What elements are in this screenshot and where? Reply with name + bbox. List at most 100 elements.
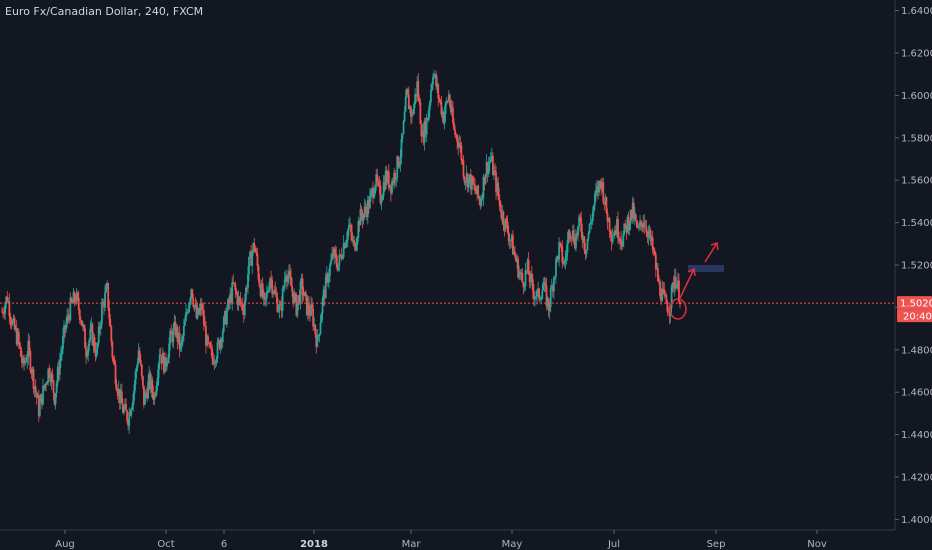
candle-body <box>224 311 227 325</box>
candle-body <box>376 174 379 183</box>
candle-body <box>113 359 116 365</box>
candle-body <box>223 311 226 318</box>
candle-body <box>78 309 81 320</box>
candle-body <box>216 342 219 359</box>
candle-body <box>599 181 602 183</box>
candle-body <box>633 214 636 220</box>
candle-body <box>649 230 652 241</box>
annotation-arrow-1[interactable] <box>679 267 696 299</box>
candle-body <box>251 252 254 266</box>
candle-body <box>597 186 599 193</box>
candle-body <box>72 292 75 303</box>
candle-body <box>257 265 260 280</box>
candle-body <box>214 361 217 363</box>
candle-body <box>624 223 627 226</box>
candle-body <box>310 304 312 316</box>
candle-body <box>283 279 286 287</box>
candle-body <box>400 139 403 157</box>
candle-body <box>291 286 294 292</box>
candle-body <box>116 390 119 396</box>
candle-body <box>249 251 251 257</box>
candle-body <box>77 298 80 310</box>
candle-body <box>39 394 42 402</box>
y-tick-label: 1.52000 <box>901 261 932 272</box>
candle-body <box>59 354 62 361</box>
candle-body <box>230 293 233 303</box>
candle-body <box>580 218 583 232</box>
candle-body <box>332 253 335 257</box>
candle-body <box>132 393 135 405</box>
candle-body <box>370 191 372 197</box>
candle-body <box>563 262 566 264</box>
candle-body <box>342 243 345 258</box>
candle-body <box>399 156 402 164</box>
candle-body <box>540 298 543 300</box>
candle-body <box>659 281 661 297</box>
candle-body <box>422 130 425 143</box>
annotation-arrow-2[interactable] <box>704 242 719 263</box>
candle-body <box>66 315 69 324</box>
candle-body <box>301 278 304 296</box>
candle-body <box>418 98 421 103</box>
candle-body <box>325 273 328 277</box>
candle-body <box>468 174 471 178</box>
candle-body <box>96 343 99 349</box>
candle-body <box>458 142 461 148</box>
candle-body <box>614 230 617 235</box>
candle-body <box>87 345 90 356</box>
candle-body <box>678 280 680 302</box>
candle-body <box>102 301 104 303</box>
candle-body <box>267 291 269 292</box>
candle-body <box>568 230 571 236</box>
candle-body <box>3 313 6 315</box>
candle-body <box>507 232 510 241</box>
candle-body <box>24 360 27 364</box>
candle-body <box>181 335 184 340</box>
candle-body <box>663 289 666 295</box>
candle-body <box>464 181 467 183</box>
x-tick-label: Nov <box>807 539 827 550</box>
candle-body <box>135 367 138 372</box>
annotation-target-box[interactable] <box>688 265 724 272</box>
candle-body <box>414 94 417 105</box>
candle-body <box>363 206 366 214</box>
candle-body <box>280 304 283 311</box>
candle-body <box>114 364 117 384</box>
candle-body <box>354 242 357 251</box>
candle-body <box>50 374 53 383</box>
annotation-circle[interactable] <box>669 298 687 320</box>
candle-body <box>567 230 570 241</box>
candle-body <box>30 370 33 374</box>
candle-body <box>272 293 275 294</box>
candle-body <box>63 325 65 336</box>
candle-body <box>46 382 49 385</box>
candle-body <box>178 332 181 350</box>
candle-body <box>269 278 271 290</box>
candle-body <box>629 209 632 224</box>
candle-body <box>336 263 339 270</box>
candle-body <box>212 358 215 365</box>
candle-body <box>404 97 407 112</box>
y-tick-label: 1.64000 <box>901 6 932 17</box>
candle-body <box>98 326 101 330</box>
candle-body <box>356 237 359 245</box>
candle-body <box>524 270 527 286</box>
candle-body <box>243 300 246 316</box>
candle-body <box>557 256 559 260</box>
candle-body <box>317 335 320 337</box>
candle-body <box>637 227 639 228</box>
candle-body <box>2 311 4 314</box>
candle-body <box>127 420 130 427</box>
x-tick-label: Jul <box>607 539 620 550</box>
candle-body <box>516 258 518 262</box>
candle-body <box>440 101 443 115</box>
candle-body <box>126 410 128 421</box>
candle-body <box>479 199 482 206</box>
candle-body <box>505 218 508 222</box>
candle-body <box>575 234 577 249</box>
candle-body <box>655 267 658 270</box>
candle-body <box>587 232 590 239</box>
candle-body <box>436 84 439 87</box>
countdown-badge <box>897 309 932 323</box>
